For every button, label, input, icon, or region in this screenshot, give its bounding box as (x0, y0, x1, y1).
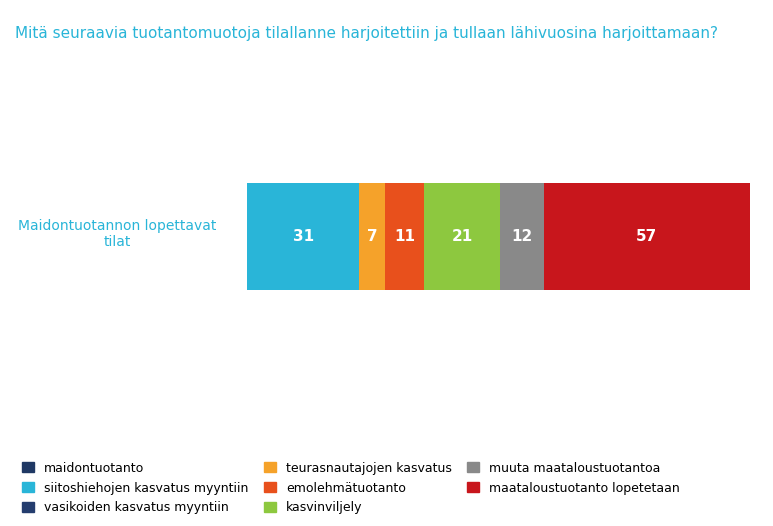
Bar (385, 183, 424, 290)
Bar (500, 183, 543, 290)
Text: Mitä seuraavia tuotantomuotoja tilallanne harjoitettiin ja tullaan lähivuosina h: Mitä seuraavia tuotantomuotoja tilallann… (15, 26, 718, 42)
Bar (543, 183, 750, 290)
Text: 21: 21 (451, 229, 473, 244)
Text: 7: 7 (366, 229, 377, 244)
Bar (359, 183, 385, 290)
Text: 31: 31 (293, 229, 314, 244)
Bar (247, 183, 359, 290)
Legend: maidontuotanto, siitoshiehojen kasvatus myyntiin, vasikoiden kasvatus myyntiin, : maidontuotanto, siitoshiehojen kasvatus … (22, 462, 680, 514)
Text: 57: 57 (636, 229, 657, 244)
Text: 12: 12 (512, 229, 533, 244)
Text: Maidontuotannon lopettavat
tilat: Maidontuotannon lopettavat tilat (18, 219, 216, 249)
Bar (424, 183, 500, 290)
Text: 11: 11 (394, 229, 415, 244)
